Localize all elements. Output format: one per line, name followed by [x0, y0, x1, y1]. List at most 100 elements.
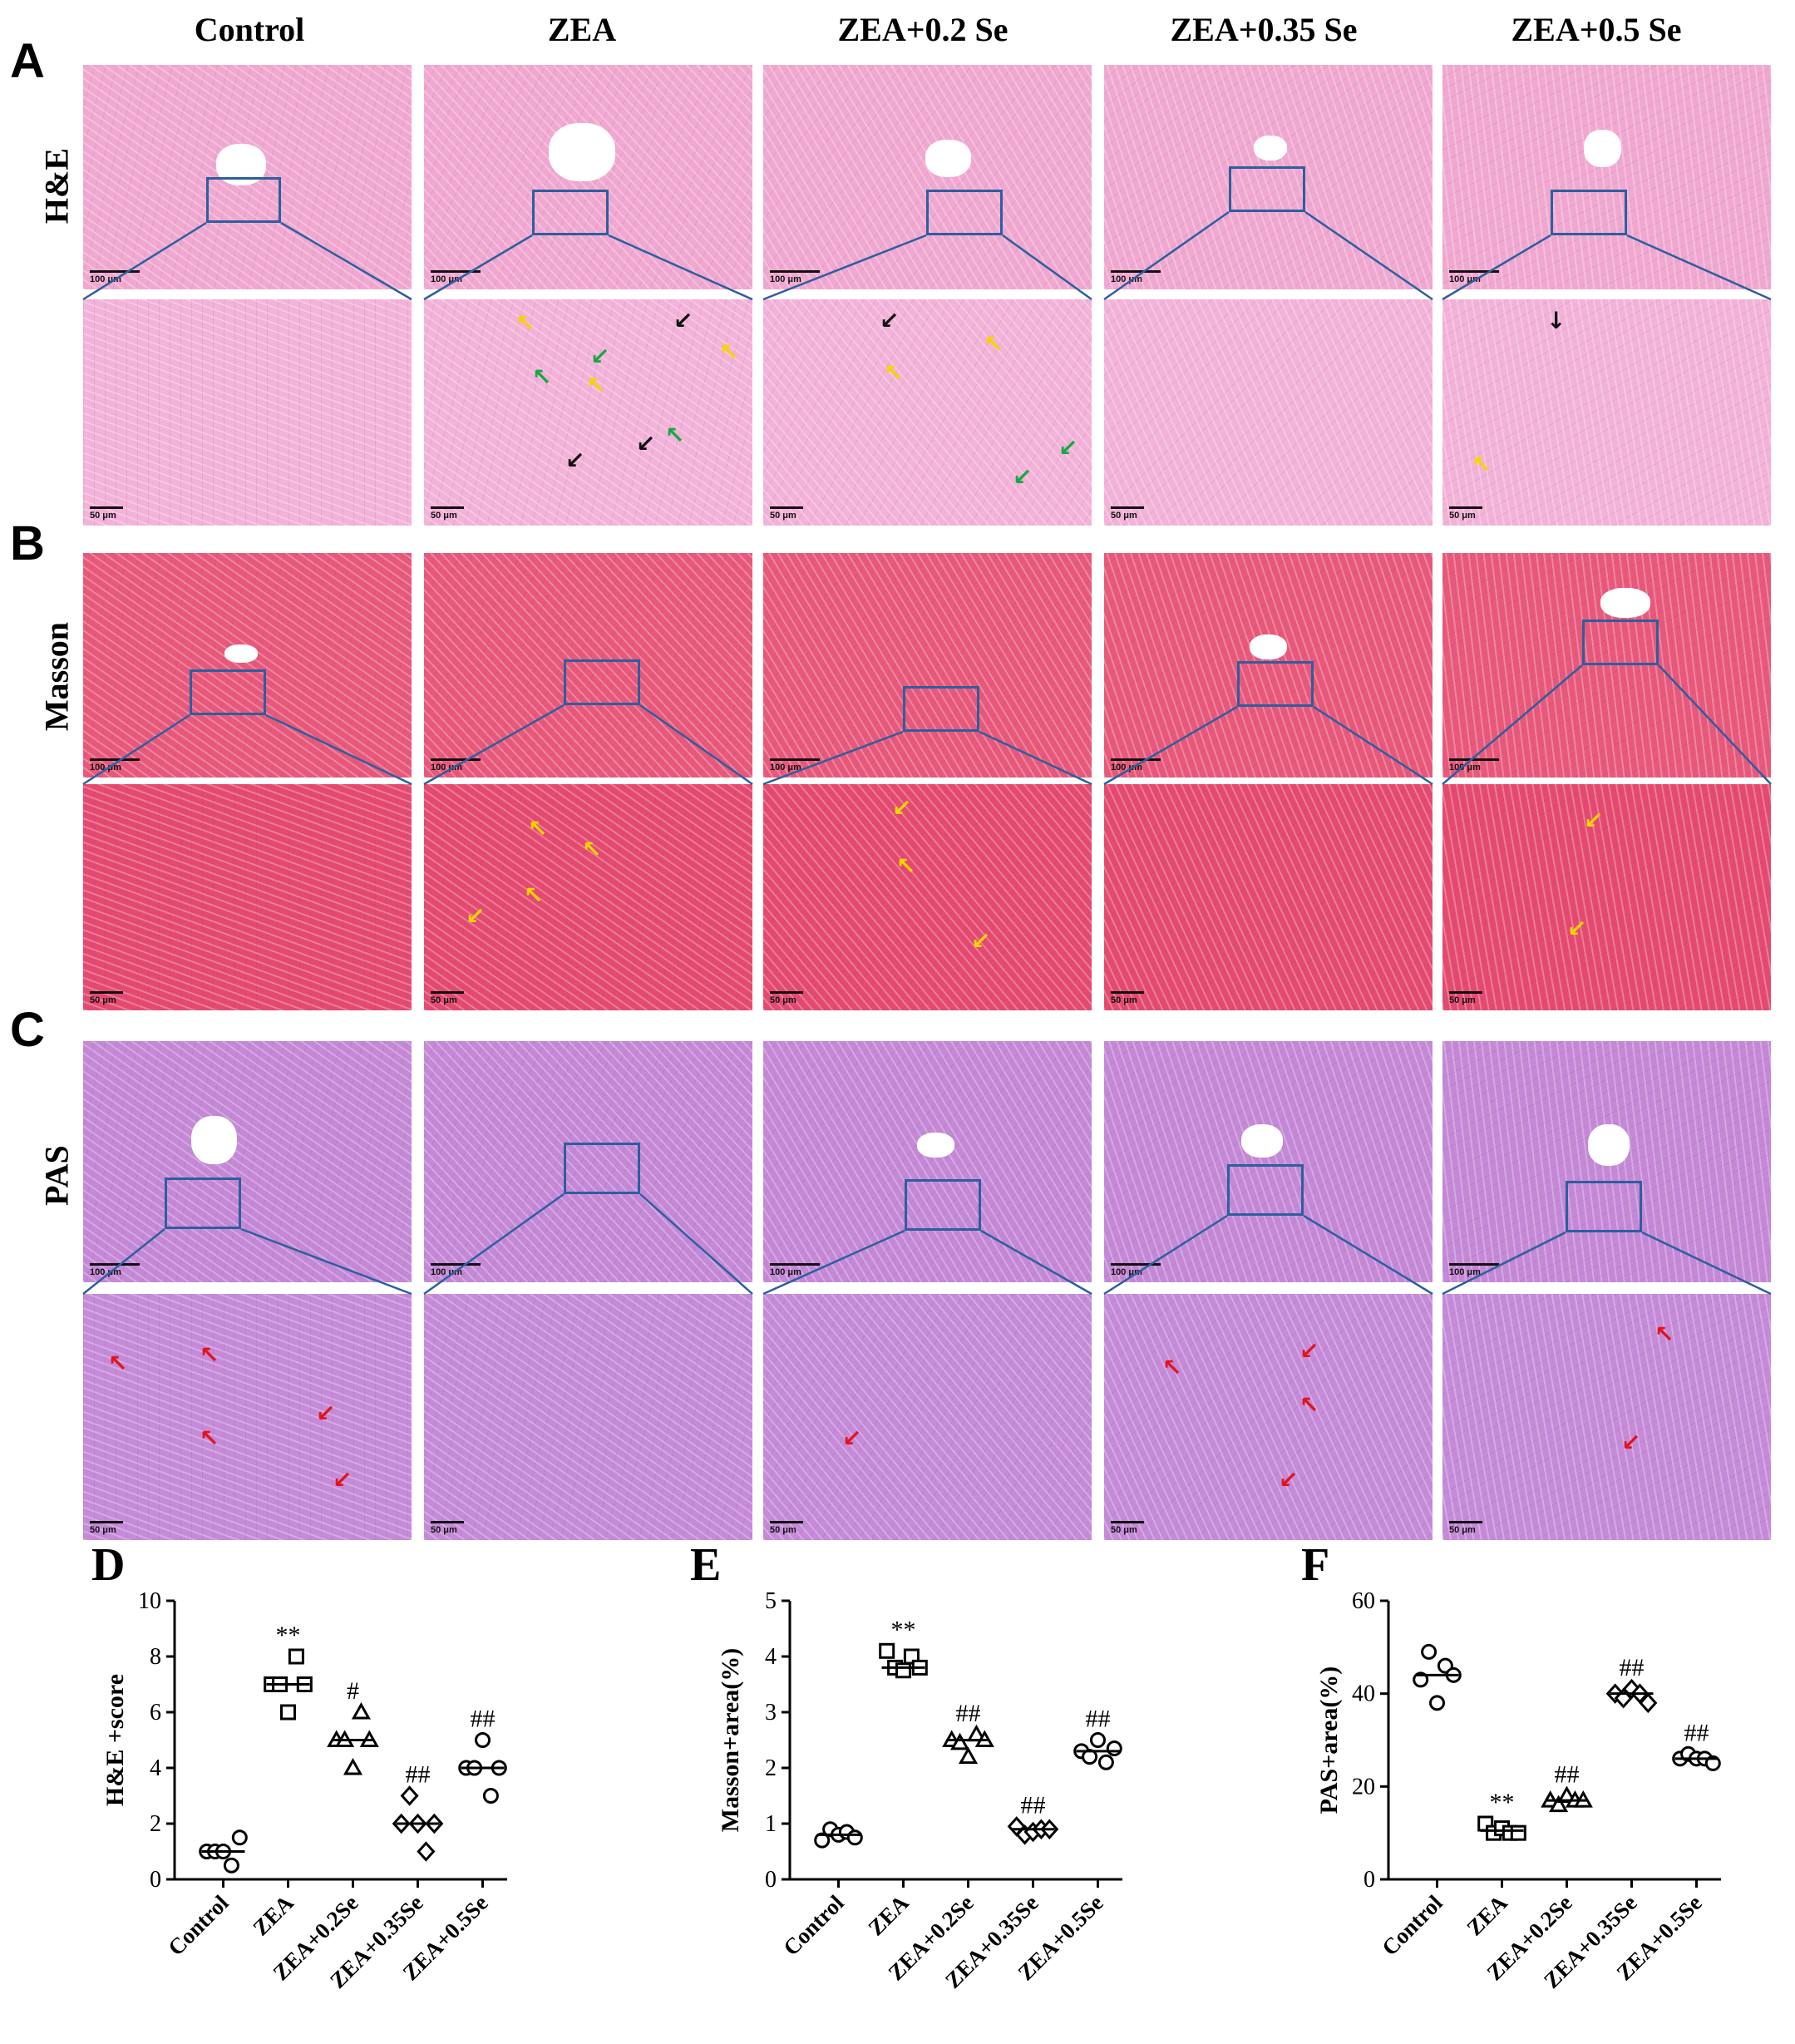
zoom-connector [82, 713, 190, 786]
scale-bar-50um: 50 μm [90, 506, 123, 521]
central-vein [1241, 1124, 1283, 1158]
panel-letter: D [91, 1547, 125, 1591]
scale-bar-50um: 50 μm [431, 506, 464, 521]
zoom-connector [1313, 705, 1433, 786]
y-tick-label: 2 [765, 1755, 777, 1781]
central-vein [549, 123, 615, 181]
scale-bar-label: 100 μm [770, 274, 801, 284]
micrograph-pas-zoom-0: 50 μm ↖ ↖ ↙ ↖ ↙ [83, 1294, 412, 1540]
data-point [895, 1662, 911, 1679]
column-header-zea-0.35se: ZEA+0.35 Se [1170, 11, 1358, 48]
scale-bar-label: 100 μm [431, 763, 462, 773]
significance-label: ## [1086, 1706, 1111, 1733]
significance-label: ** [891, 1616, 916, 1643]
annotation-arrow-icon: ↖ [200, 1424, 219, 1452]
y-tick-label: 2 [150, 1811, 161, 1837]
central-vein [1600, 588, 1650, 618]
zoom-connector [639, 704, 753, 786]
panel-letter-c: C [10, 1003, 45, 1057]
column-header-zea-0.2se: ZEA+0.2 Se [837, 11, 1008, 48]
central-vein [191, 1116, 237, 1164]
scale-bar-label: 50 μm [90, 511, 116, 521]
annotation-arrow-icon: ↖ [1162, 1354, 1182, 1381]
significance-label: ## [1021, 1791, 1046, 1819]
y-tick-label: 4 [765, 1644, 777, 1670]
zoom-connector [240, 1227, 412, 1296]
region-of-interest-box [905, 1179, 981, 1231]
micrograph-masson-overview-1: 100 μm [424, 553, 752, 778]
scale-bar-label: 100 μm [1449, 763, 1481, 773]
region-of-interest-box [1551, 190, 1627, 235]
scale-bar-label: 100 μm [1111, 763, 1142, 773]
significance-label: ## [956, 1700, 981, 1727]
y-tick-label: 0 [765, 1867, 777, 1893]
scale-bar-50um: 50 μm [1449, 991, 1482, 1005]
annotation-arrow-icon: ↖ [896, 852, 916, 880]
data-point [1510, 1824, 1526, 1841]
micrograph-masson-zoom-1: 50 μm ↖ ↖ ↖ ↙ [424, 784, 752, 1010]
scale-bar-100um: 100 μm [770, 1263, 820, 1277]
annotation-arrow-icon: ↖ [1654, 1321, 1674, 1348]
region-of-interest-box [206, 177, 281, 223]
central-vein [1588, 1124, 1630, 1166]
scale-bar-50um: 50 μm [770, 1521, 803, 1535]
significance-label: ** [276, 1622, 301, 1649]
scale-bar-50um: 50 μm [431, 991, 464, 1005]
micrograph-he-overview-0: 100 μm [83, 65, 412, 289]
central-vein [224, 644, 258, 663]
zoom-connector [1442, 664, 1583, 785]
region-of-interest-box [532, 190, 609, 235]
y-tick-label: 5 [765, 1588, 777, 1614]
scale-bar-label: 100 μm [90, 274, 121, 284]
scale-bar-label: 100 μm [770, 1267, 801, 1277]
zoom-connector [608, 234, 753, 301]
annotation-arrow-icon: ↙ [1621, 1429, 1641, 1456]
micrograph-he-zoom-2: 50 μm ↙ ↖ ↖ ↙ ↙ [763, 299, 1092, 526]
data-point [1097, 1754, 1114, 1770]
micrograph-pas-zoom-3: 50 μm ↖ ↙ ↖ ↙ [1104, 1294, 1433, 1540]
y-tick-label: 4 [150, 1755, 161, 1781]
x-tick-label: Control [163, 1890, 234, 1961]
zoom-connector [423, 234, 533, 301]
y-tick-label: 10 [138, 1588, 161, 1614]
significance-label: ## [1684, 1719, 1709, 1746]
panel-letter: F [1301, 1547, 1329, 1591]
data-point [482, 1788, 499, 1804]
micrograph-masson-overview-3: 100 μm [1104, 553, 1433, 778]
scale-bar-100um: 100 μm [770, 758, 820, 773]
scale-bar-label: 100 μm [1449, 1267, 1481, 1277]
micrograph-he-overview-2: 100 μm [763, 65, 1092, 289]
scale-bar-50um: 50 μm [1449, 506, 1482, 521]
micrograph-masson-zoom-4: 50 μm ↙ ↙ [1442, 784, 1771, 1010]
micrograph-he-zoom-0: 50 μm [83, 299, 412, 526]
y-tick-label: 8 [150, 1644, 161, 1670]
region-of-interest-box [1227, 1164, 1304, 1216]
region-of-interest-box [1582, 620, 1659, 665]
scale-bar-100um: 100 μm [1111, 758, 1161, 773]
region-of-interest-box [903, 686, 979, 732]
region-of-interest-box [926, 190, 1003, 235]
scale-bar-label: 50 μm [1111, 511, 1137, 521]
micrograph-masson-zoom-3: 50 μm [1104, 784, 1433, 1010]
zoom-connector [1103, 210, 1230, 301]
data-point [1704, 1755, 1721, 1771]
micrograph-pas-zoom-4: 50 μm ↖ ↙ [1442, 1294, 1771, 1540]
scale-bar-50um: 50 μm [1111, 991, 1144, 1005]
micrograph-pas-zoom-1: 50 μm [424, 1294, 752, 1540]
x-tick-label: ZEA [1462, 1890, 1512, 1941]
data-point [1549, 1795, 1569, 1813]
zoom-connector [980, 1229, 1092, 1296]
annotation-arrow-icon: ↙ [1279, 1466, 1299, 1494]
annotation-arrow-icon: ↙ [1058, 434, 1078, 462]
annotation-arrow-icon: ↙ [565, 447, 585, 474]
panel-letter: E [690, 1547, 721, 1591]
annotation-arrow-icon: ↙ [880, 307, 900, 334]
scale-bar-label: 50 μm [1449, 511, 1476, 521]
zoom-connector [1002, 234, 1092, 301]
central-vein [1584, 130, 1621, 167]
data-point [1106, 1740, 1122, 1757]
zoom-connector [1103, 705, 1238, 786]
scale-bar-100um: 100 μm [431, 758, 481, 773]
